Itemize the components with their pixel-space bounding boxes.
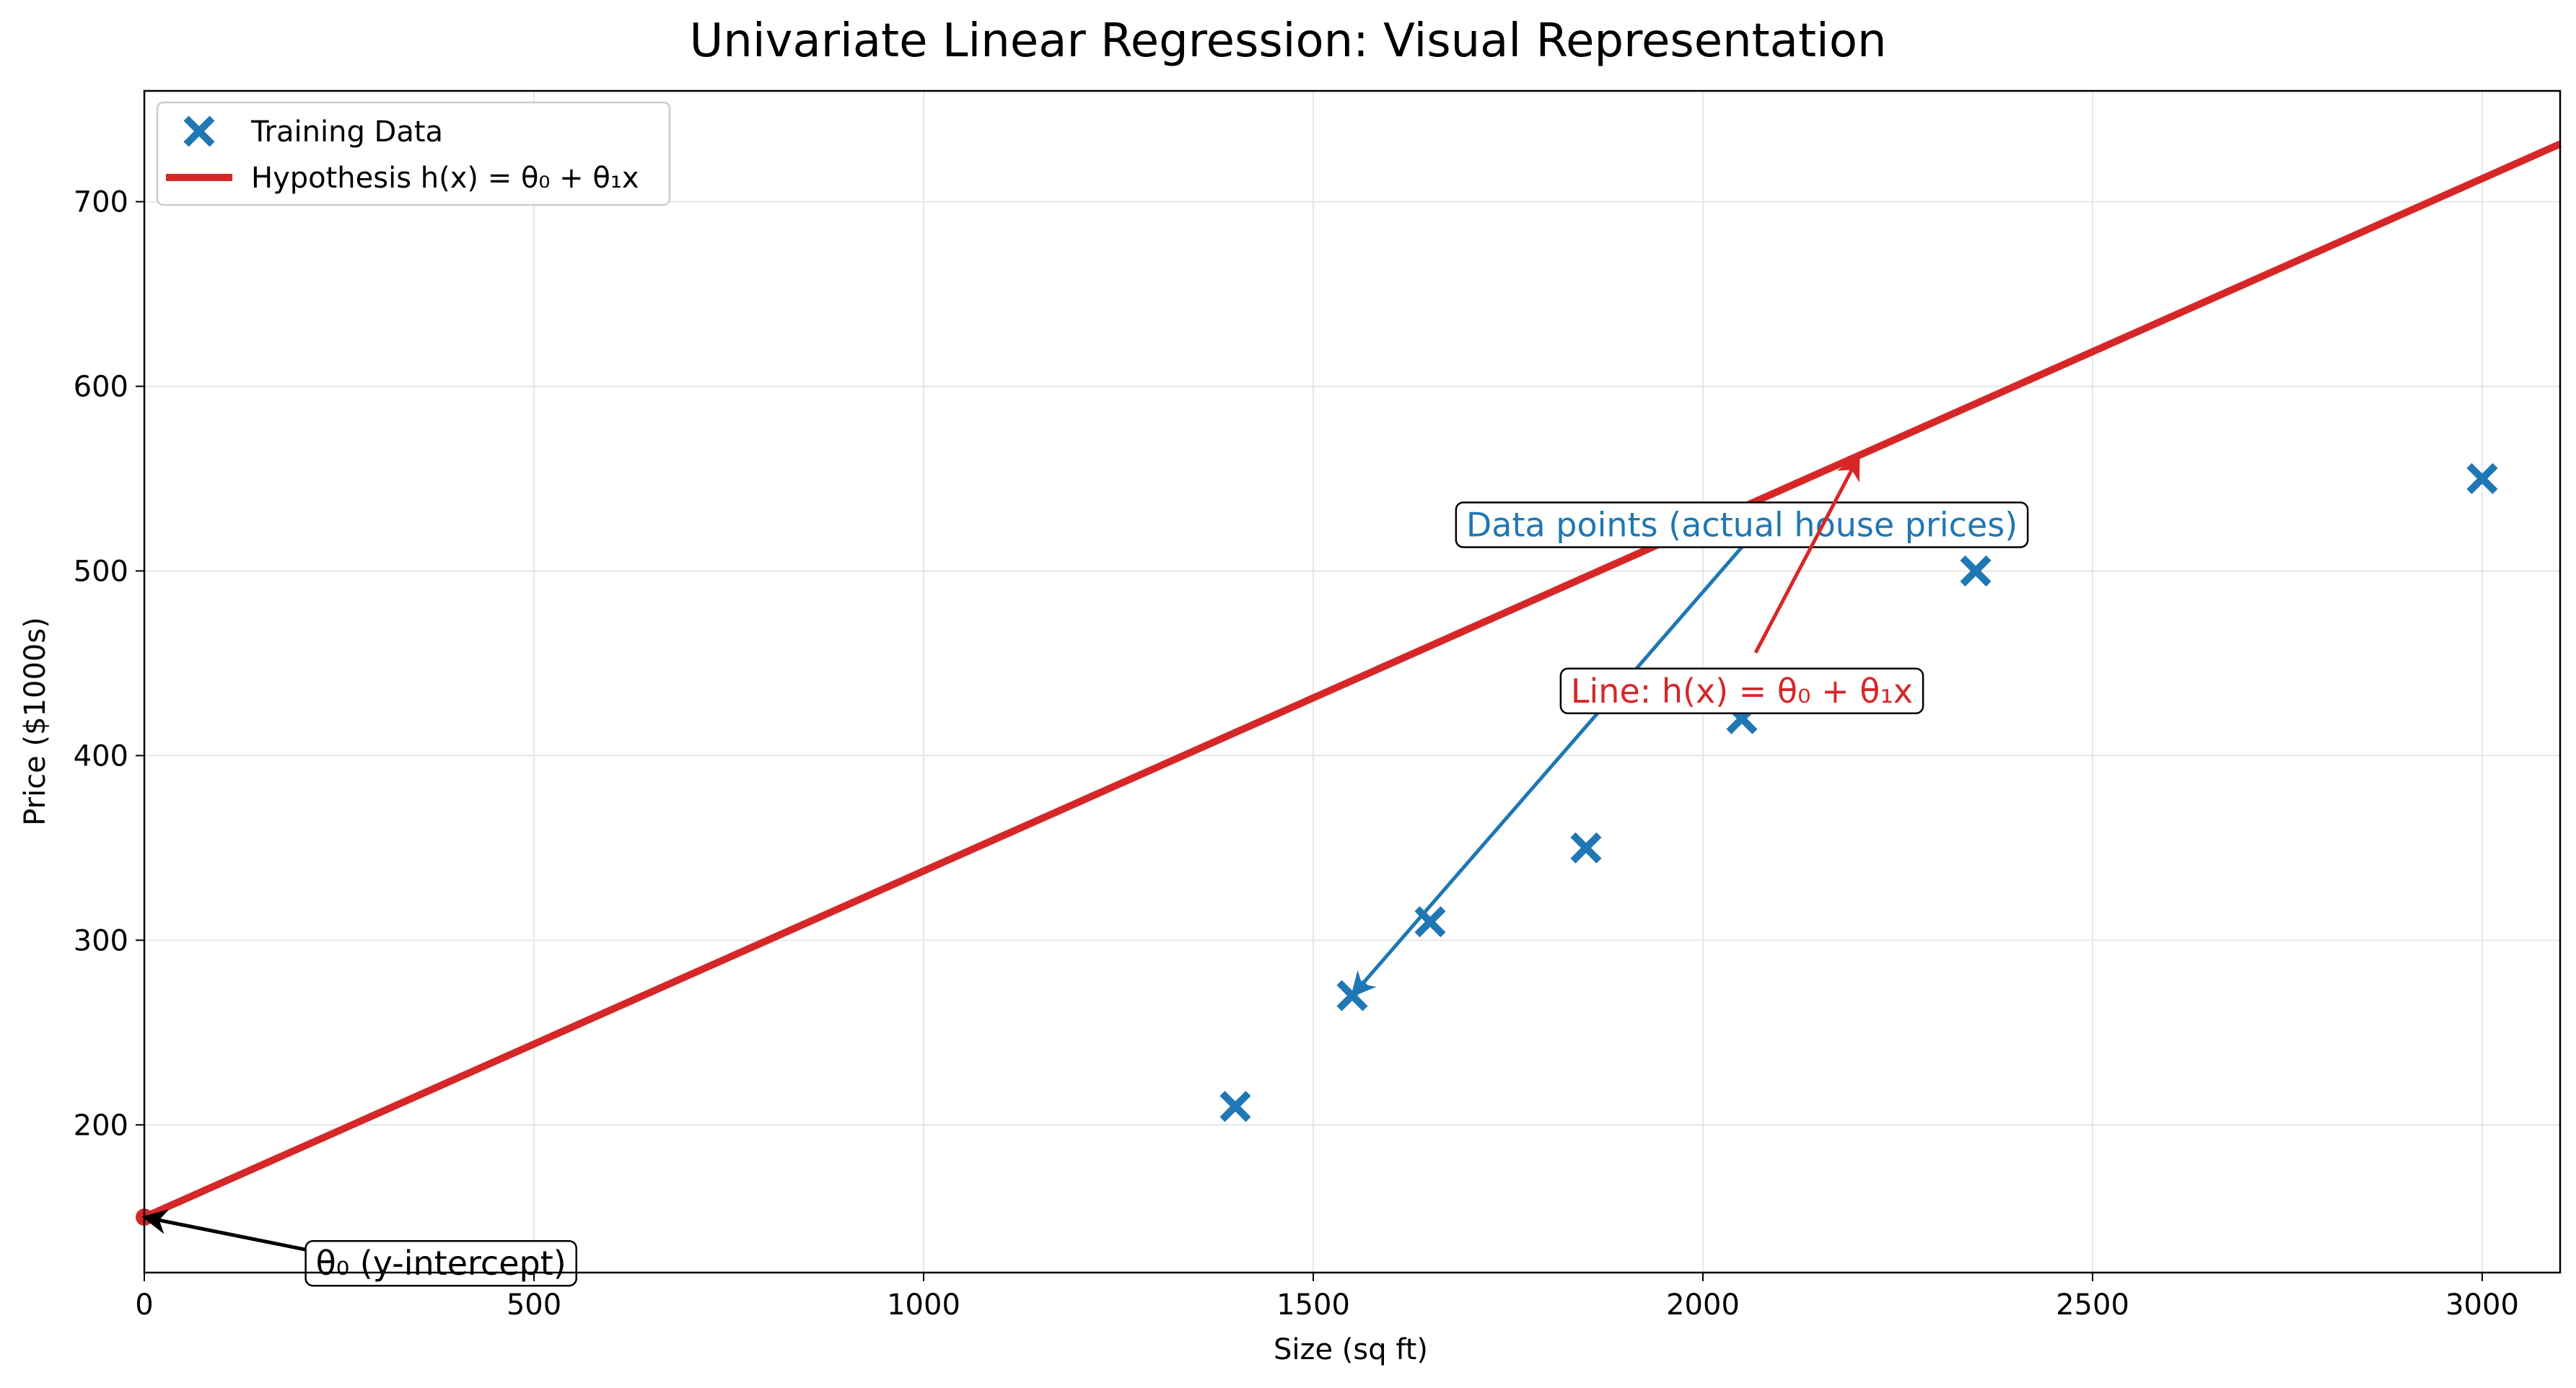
plot-frame [143, 89, 2562, 1274]
data-point [1219, 1091, 1251, 1123]
y-tick-label: 700 [74, 186, 128, 219]
y-tick-label: 200 [74, 1109, 128, 1142]
legend-label-training: Training Data [250, 115, 443, 149]
x-tick-label: 0 [135, 1288, 153, 1322]
annotation-box [1559, 667, 1924, 715]
annotation-arrow [1350, 545, 1743, 998]
annotation-box [305, 1239, 577, 1287]
data-point-stroke [1960, 555, 1992, 587]
legend-label-hypothesis: Hypothesis h(x) = θ₀ + θ₁x [251, 162, 639, 195]
annotation-text: Data points (actual house prices) [1466, 505, 2018, 544]
data-point [1960, 555, 1992, 587]
hypothesis-layer [142, 141, 2562, 1221]
data-point-stroke [1219, 1091, 1251, 1123]
annotation-arrow [141, 1209, 307, 1252]
x-tick-label: 1000 [887, 1288, 960, 1322]
x-tick-label: 3000 [2445, 1288, 2519, 1322]
y-tick-label: 600 [74, 371, 128, 404]
data-point-stroke [1570, 832, 1602, 864]
legend-box [156, 101, 671, 206]
annotation-text: θ₀ (y-intercept) [316, 1244, 566, 1283]
hypothesis-line [142, 141, 2562, 1221]
annotation-box [1455, 501, 2029, 548]
x-tick-label: 2000 [1666, 1288, 1740, 1322]
training-points-layer [136, 462, 2498, 1226]
legend-marker-x [183, 115, 215, 147]
data-point [1570, 832, 1602, 864]
annotation-arrow [1753, 454, 1861, 654]
annotation-layer: Data points (actual house prices) Line: h… [141, 454, 2029, 1287]
data-point [2466, 462, 2498, 495]
x-tick-label: 2500 [2056, 1288, 2129, 1322]
y-tick-label: 300 [74, 924, 128, 957]
y-axis-label: Price ($1000s) [19, 617, 52, 826]
x-tick-label: 1500 [1276, 1288, 1350, 1322]
y-tick-label: 500 [74, 555, 128, 588]
x-tick-label: 500 [507, 1288, 561, 1322]
y-tick-label: 400 [74, 739, 128, 773]
data-point [1414, 906, 1446, 938]
chart-title: Univariate Linear Regression: Visual Rep… [689, 14, 1886, 68]
y-axis-ticks: 200 300 400 500 600 700 [74, 186, 144, 1142]
data-point-stroke [2466, 462, 2498, 495]
x-axis-label: Size (sq ft) [1274, 1333, 1428, 1366]
x-axis-ticks: 0 500 1000 1500 2000 2500 3000 [135, 1273, 2519, 1322]
data-point-stroke [1414, 906, 1446, 938]
legend: Training Data Hypothesis h(x) = θ₀ + θ₁x [156, 101, 671, 206]
annotation-text: Line: h(x) = θ₀ + θ₁x [1571, 672, 1913, 711]
